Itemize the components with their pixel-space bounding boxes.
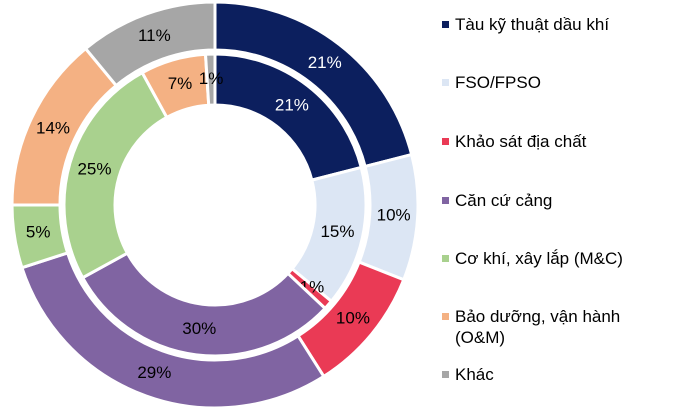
legend-item: Căn cứ cảng xyxy=(442,190,682,211)
legend-item: Khác xyxy=(442,364,682,385)
legend-swatch xyxy=(442,138,449,145)
legend-label: Căn cứ cảng xyxy=(455,191,553,210)
data-label: 10% xyxy=(377,206,411,225)
legend-item: Tàu kỹ thuật dầu khí xyxy=(442,14,682,35)
legend-swatch xyxy=(442,79,449,86)
chart: 21%10%10%29%5%14%11%21%15%-1%30%25%7% 1% xyxy=(10,0,420,407)
data-label: 7% xyxy=(168,74,193,93)
data-label: 29% xyxy=(137,363,171,382)
legend-item: FSO/FPSO xyxy=(442,72,682,93)
data-label: 21% xyxy=(308,53,342,72)
legend-swatch xyxy=(442,313,449,320)
legend-swatch xyxy=(442,371,449,378)
data-label: 1% xyxy=(199,69,224,88)
legend-label: Khảo sát địa chất xyxy=(455,132,587,151)
data-label: 11% xyxy=(138,26,171,45)
slice xyxy=(203,52,217,107)
data-label: 15% xyxy=(320,222,354,241)
data-label: 25% xyxy=(77,159,111,178)
data-label: 30% xyxy=(182,319,216,338)
data-label: 14% xyxy=(36,118,70,137)
data-label: 10% xyxy=(336,309,370,328)
legend-label: FSO/FPSO xyxy=(455,73,541,92)
legend-item: Bảo dưỡng, vận hành (O&M) xyxy=(442,306,682,348)
legend-swatch xyxy=(442,21,449,28)
legend-label: Cơ khí, xây lắp (M&C) xyxy=(455,249,623,268)
legend-swatch xyxy=(442,255,449,262)
legend-item: Khảo sát địa chất xyxy=(442,131,682,152)
legend-label: Bảo dưỡng, vận hành (O&M) xyxy=(455,307,621,347)
legend-label: Khác xyxy=(455,365,494,384)
slice xyxy=(62,70,169,280)
legend-label: Tàu kỹ thuật dầu khí xyxy=(455,15,610,34)
legend-item: Cơ khí, xây lắp (M&C) xyxy=(442,248,682,269)
legend-swatch xyxy=(442,197,449,204)
slice xyxy=(80,251,328,358)
slice xyxy=(83,0,217,88)
data-label: 5% xyxy=(26,222,51,241)
data-label: 21% xyxy=(275,95,309,114)
